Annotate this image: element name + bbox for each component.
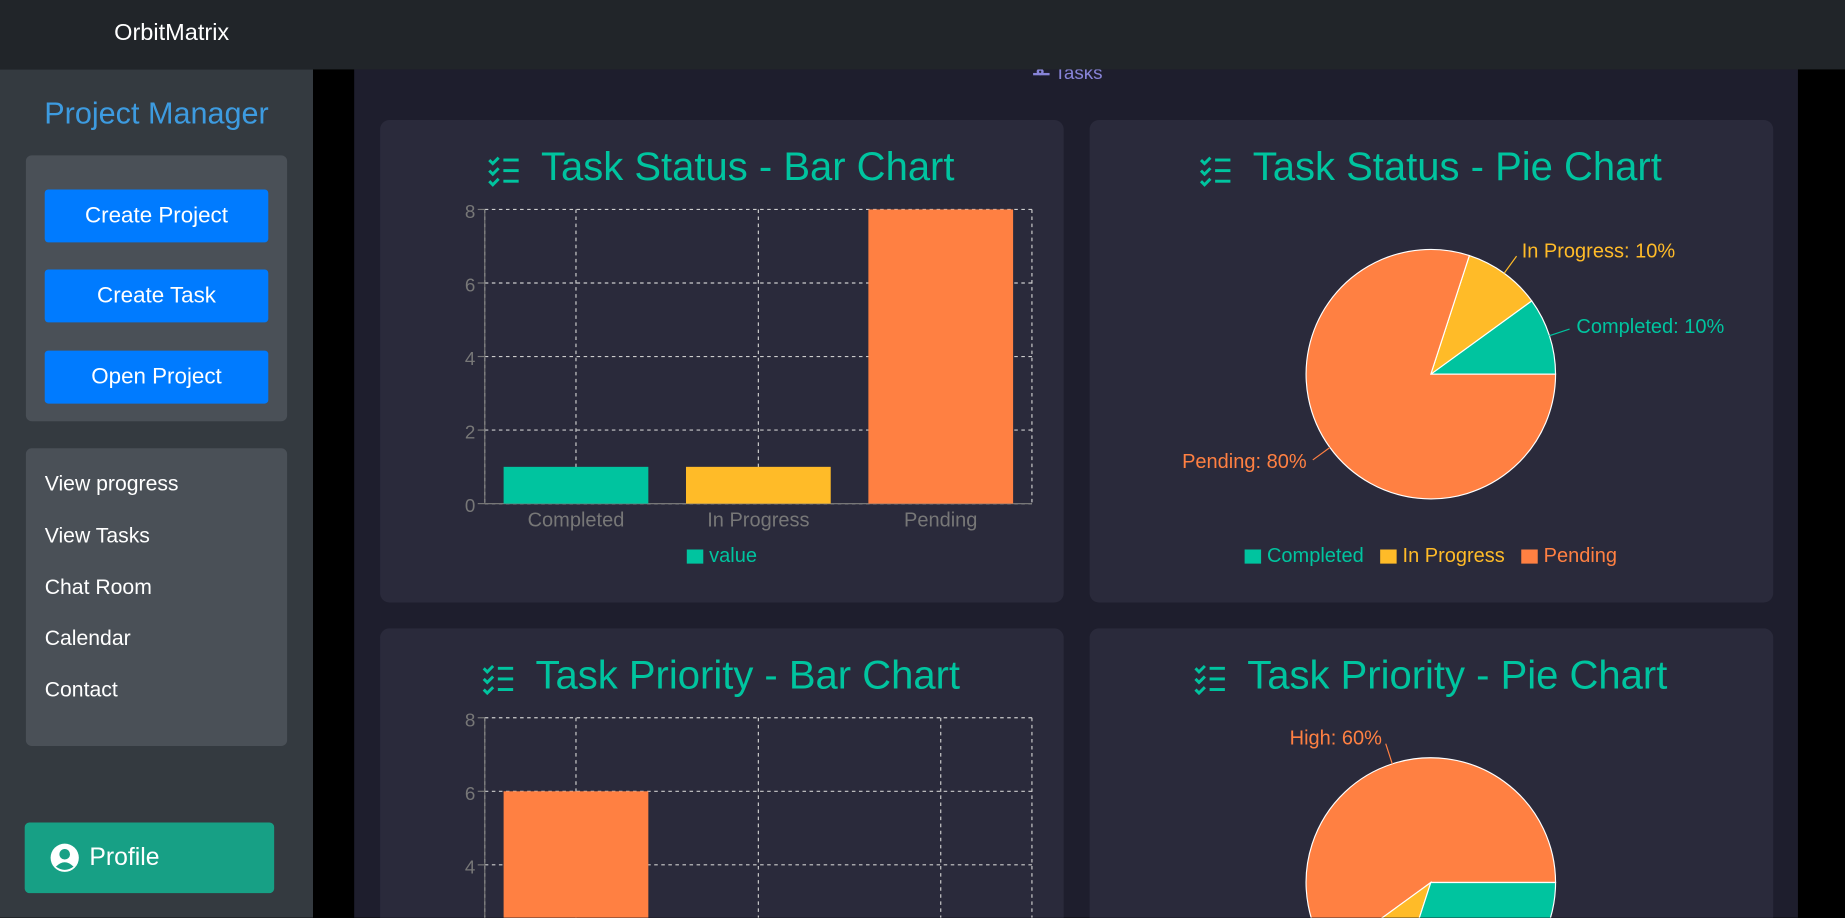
y-tick-label: 0 <box>465 495 475 516</box>
icon-check <box>1199 156 1212 166</box>
icon-check <box>482 686 495 696</box>
legend-swatch <box>1380 549 1397 564</box>
bar <box>685 466 831 504</box>
pie-slice <box>1305 248 1557 500</box>
y-tick-label: 8 <box>465 709 475 730</box>
pie-slice <box>1305 757 1557 918</box>
title-icon <box>1194 664 1225 696</box>
pie-slice <box>1381 880 1432 918</box>
y-tick-label: 8 <box>465 201 475 222</box>
link-box: View progress View Tasks Chat Room Calen… <box>25 448 288 747</box>
icon-check <box>1194 686 1206 696</box>
icon-check <box>1199 167 1212 177</box>
label-line <box>1312 447 1331 461</box>
icon-check <box>1199 177 1212 187</box>
label-line <box>1549 328 1570 337</box>
y-tick-label: 4 <box>465 856 475 877</box>
pie-label: High: 60% <box>1290 728 1382 750</box>
profile-text: Profile <box>89 843 160 871</box>
button[interactable]: Open Project <box>44 350 269 404</box>
icon-check <box>1194 664 1206 674</box>
bar <box>503 791 649 918</box>
y-tick-label: 6 <box>465 783 475 804</box>
x-tick-label: Pending <box>904 510 977 532</box>
legend-label: In Progress <box>1403 545 1505 567</box>
y-tick-label: 2 <box>465 422 475 443</box>
title-icon <box>488 156 519 187</box>
label-line <box>1385 743 1393 765</box>
button[interactable]: Create Task <box>44 269 269 323</box>
legend-label: Completed <box>1267 545 1364 567</box>
icon-check <box>1194 675 1206 685</box>
button-box: Create Project Create Task Open Project <box>25 155 288 422</box>
title-icon <box>1199 156 1231 187</box>
nav-link[interactable]: View Tasks <box>44 523 150 548</box>
nav-link[interactable]: View progress <box>44 471 179 496</box>
sidebar: Project Manager Create Project Create Ta… <box>0 69 313 918</box>
button[interactable]: Create Project <box>44 189 269 243</box>
icon-check <box>488 167 500 177</box>
bar <box>503 466 649 504</box>
pie-label: Pending: 80% <box>1182 451 1307 473</box>
pie-slice <box>1429 300 1557 375</box>
chart-title: Task Status - Bar Chart <box>541 145 954 189</box>
nav-link[interactable]: Calendar <box>44 625 131 650</box>
pie-label: Completed: 10% <box>1576 316 1724 338</box>
nav-link[interactable]: Chat Room <box>44 575 152 599</box>
pie-slice <box>1429 254 1533 376</box>
sidebar-title: Project Manager <box>44 95 269 131</box>
legend-swatch <box>1521 549 1538 564</box>
icon-check <box>482 664 495 674</box>
label-line <box>1503 255 1518 274</box>
profile-button[interactable]: Profile <box>24 822 275 894</box>
icon-check <box>488 156 500 166</box>
icon-check <box>488 177 500 187</box>
x-tick-label: In Progress <box>707 510 809 532</box>
icon-check <box>482 675 495 685</box>
header: OrbitMatrix <box>0 0 1845 70</box>
legend-label: value <box>709 545 757 567</box>
chart-title: Task Priority - Pie Chart <box>1247 653 1667 697</box>
legend-swatch <box>686 549 704 564</box>
y-tick-label: 6 <box>465 274 475 295</box>
legend-swatch <box>1244 549 1262 564</box>
y-tick-label: 4 <box>465 348 475 369</box>
pie-label: In Progress: 10% <box>1522 241 1676 263</box>
chart-title: Task Status - Pie Chart <box>1253 145 1662 189</box>
card <box>380 628 1064 918</box>
nav-link[interactable]: Contact <box>44 677 118 702</box>
bar <box>868 209 1014 504</box>
title-icon <box>482 664 514 696</box>
x-tick-label: Completed <box>528 510 625 532</box>
pie-slice <box>1418 881 1557 918</box>
chart-title: Task Priority - Bar Chart <box>536 653 961 697</box>
legend-label: Pending <box>1544 545 1617 567</box>
profile-icon <box>50 843 79 872</box>
brand[interactable]: OrbitMatrix <box>114 20 230 46</box>
